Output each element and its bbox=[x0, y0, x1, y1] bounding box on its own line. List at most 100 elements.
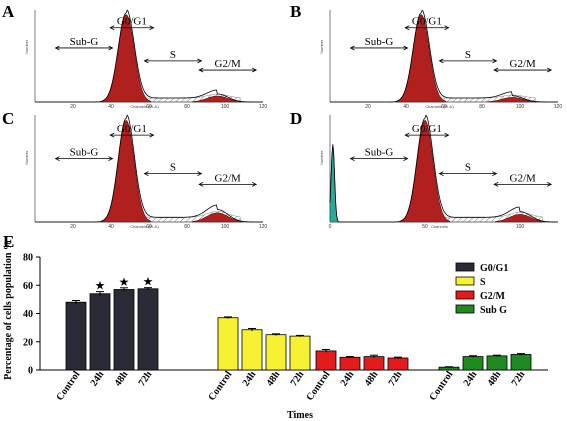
g0g1-region-arrowhead-left bbox=[109, 25, 115, 31]
histogram-panel-c: C Sub-G G0/G1 S G2/M Channels (PI-A) Number 20 4… bbox=[2, 109, 267, 230]
s-region-arrowhead-left bbox=[438, 171, 444, 176]
x-tick-label: 80 bbox=[184, 224, 190, 230]
s-region-label: S bbox=[465, 162, 471, 174]
x-tick-label: 40 bbox=[108, 224, 114, 230]
x-tick-label: 24h bbox=[462, 369, 480, 388]
panel-letter: D bbox=[290, 109, 302, 128]
x-axis-label: Channels bbox=[431, 224, 448, 229]
x-tick-label: 40 bbox=[403, 104, 409, 110]
bar bbox=[137, 288, 159, 371]
bar-group-g2m: Control 24h 48h 72h bbox=[304, 349, 409, 403]
x-tick-label: 20 bbox=[70, 104, 76, 110]
subg-region-arrowhead-left bbox=[54, 45, 60, 51]
legend: G0/G1 S G2/M Sub G bbox=[455, 262, 508, 316]
bar bbox=[217, 317, 239, 371]
y-axis-label: Number bbox=[319, 39, 324, 54]
significance-star: ★ bbox=[95, 279, 106, 293]
x-tick-label: 20 bbox=[365, 104, 371, 110]
bar bbox=[462, 356, 484, 371]
subg-region-arrowhead-left bbox=[349, 156, 355, 162]
g2m-peak bbox=[192, 95, 243, 103]
legend-swatch bbox=[455, 290, 475, 300]
g0g1-region-arrowhead-right bbox=[149, 25, 155, 31]
y-tick-label: 20 bbox=[23, 337, 33, 348]
s-region-label: S bbox=[170, 49, 176, 61]
x-tick-label: 72h bbox=[387, 369, 405, 388]
g2m-region-arrowhead-left bbox=[198, 181, 204, 187]
panel-letter: C bbox=[2, 109, 14, 128]
bar-chart-panel: E 0 20 40 60 80 Percentage of cells population… bbox=[3, 232, 548, 421]
legend-label: Sub G bbox=[480, 305, 507, 316]
bar bbox=[387, 357, 409, 371]
x-tick-label: 72h bbox=[510, 369, 528, 388]
g0g1-region-arrowhead-right bbox=[444, 25, 450, 31]
x-tick-label: 40 bbox=[108, 104, 114, 110]
bar bbox=[241, 329, 263, 371]
s-region-arrowhead-right bbox=[492, 171, 498, 176]
x-tick-label: 48h bbox=[113, 369, 131, 388]
legend-label: S bbox=[480, 277, 486, 288]
histogram-outline bbox=[330, 9, 559, 103]
legend-label: G2/M bbox=[480, 291, 506, 302]
x-tick-label: 100 bbox=[221, 104, 230, 110]
x-tick-label: 120 bbox=[259, 224, 268, 230]
s-region-arrowhead-left bbox=[143, 58, 149, 64]
x-tick-label: 100 bbox=[516, 224, 525, 230]
histogram-panels: A Sub-G G0/G1 S G2/M Channels (PI-A) Number 20 4… bbox=[2, 2, 562, 230]
bar-group-subg: Control 24h 48h 72h bbox=[427, 353, 532, 403]
histogram-outline bbox=[329, 114, 559, 223]
x-tick-label: 100 bbox=[516, 104, 525, 110]
g0g1-region-arrowhead-right bbox=[444, 132, 450, 138]
histogram-panel-b: B Sub-G G0/G1 S G2/M Channels (PI-A) Number 20 4… bbox=[290, 2, 562, 110]
x-tick-label: 80 bbox=[479, 104, 485, 110]
g0g1-region-label: G0/G1 bbox=[412, 16, 442, 28]
x-axis-label: Times bbox=[287, 410, 313, 421]
g0g1-region-label: G0/G1 bbox=[412, 123, 442, 135]
g0g1-region-arrowhead-left bbox=[404, 25, 410, 31]
g2m-region-label: G2/M bbox=[215, 172, 242, 184]
legend-label: G0/G1 bbox=[480, 263, 508, 274]
histogram-outline bbox=[35, 114, 263, 223]
histogram-panel-a: A Sub-G G0/G1 S G2/M Channels (PI-A) Number 20 4… bbox=[2, 2, 267, 110]
x-tick-label: 48h bbox=[265, 369, 283, 388]
subg-region-arrowhead-left bbox=[349, 45, 355, 51]
x-tick-label: 60 bbox=[146, 104, 152, 110]
g2m-region-arrowhead-right bbox=[251, 181, 258, 187]
significance-star: ★ bbox=[119, 275, 130, 289]
y-tick-label: 80 bbox=[23, 253, 33, 264]
y-tick-label: 60 bbox=[23, 281, 33, 292]
s-region-arrowhead-right bbox=[197, 171, 203, 176]
s-region-label: S bbox=[170, 162, 176, 174]
g2m-region-arrowhead-right bbox=[546, 67, 553, 73]
g2m-region-arrowhead-right bbox=[251, 67, 258, 73]
g2m-region-arrowhead-right bbox=[546, 181, 553, 187]
g2m-peak bbox=[192, 212, 243, 223]
g2m-peak bbox=[495, 214, 545, 223]
subg-region-arrowhead-right bbox=[403, 45, 409, 51]
x-tick-label: 120 bbox=[554, 104, 563, 110]
bar bbox=[315, 350, 337, 371]
x-tick-label: 60 bbox=[441, 104, 447, 110]
x-tick-label: Control bbox=[206, 369, 234, 403]
legend-swatch bbox=[455, 262, 475, 272]
x-tick-label: Control bbox=[427, 369, 455, 403]
x-tick-label: 100 bbox=[221, 224, 230, 230]
x-axis-label: Channels (PI-A) bbox=[130, 224, 159, 229]
y-tick-label: 40 bbox=[23, 309, 33, 320]
g2m-region-arrowhead-left bbox=[493, 181, 499, 187]
y-tick-label: 0 bbox=[28, 366, 33, 377]
panel-letter: A bbox=[2, 2, 15, 21]
x-tick-label: 120 bbox=[259, 104, 268, 110]
g0g1-region-label: G0/G1 bbox=[117, 123, 147, 135]
bar bbox=[289, 335, 311, 371]
subg-region-label: Sub-G bbox=[365, 147, 394, 159]
panel-letter: B bbox=[290, 2, 301, 21]
g2m-region-arrowhead-left bbox=[198, 67, 204, 73]
subg-region-arrowhead-right bbox=[108, 156, 114, 162]
g0g1-region-arrowhead-left bbox=[404, 132, 410, 138]
x-tick-label: 72h bbox=[289, 369, 307, 388]
g2m-region-label: G2/M bbox=[510, 172, 537, 184]
bar bbox=[510, 354, 532, 371]
y-axis-label: Number bbox=[24, 150, 29, 165]
legend-swatch bbox=[455, 276, 475, 286]
